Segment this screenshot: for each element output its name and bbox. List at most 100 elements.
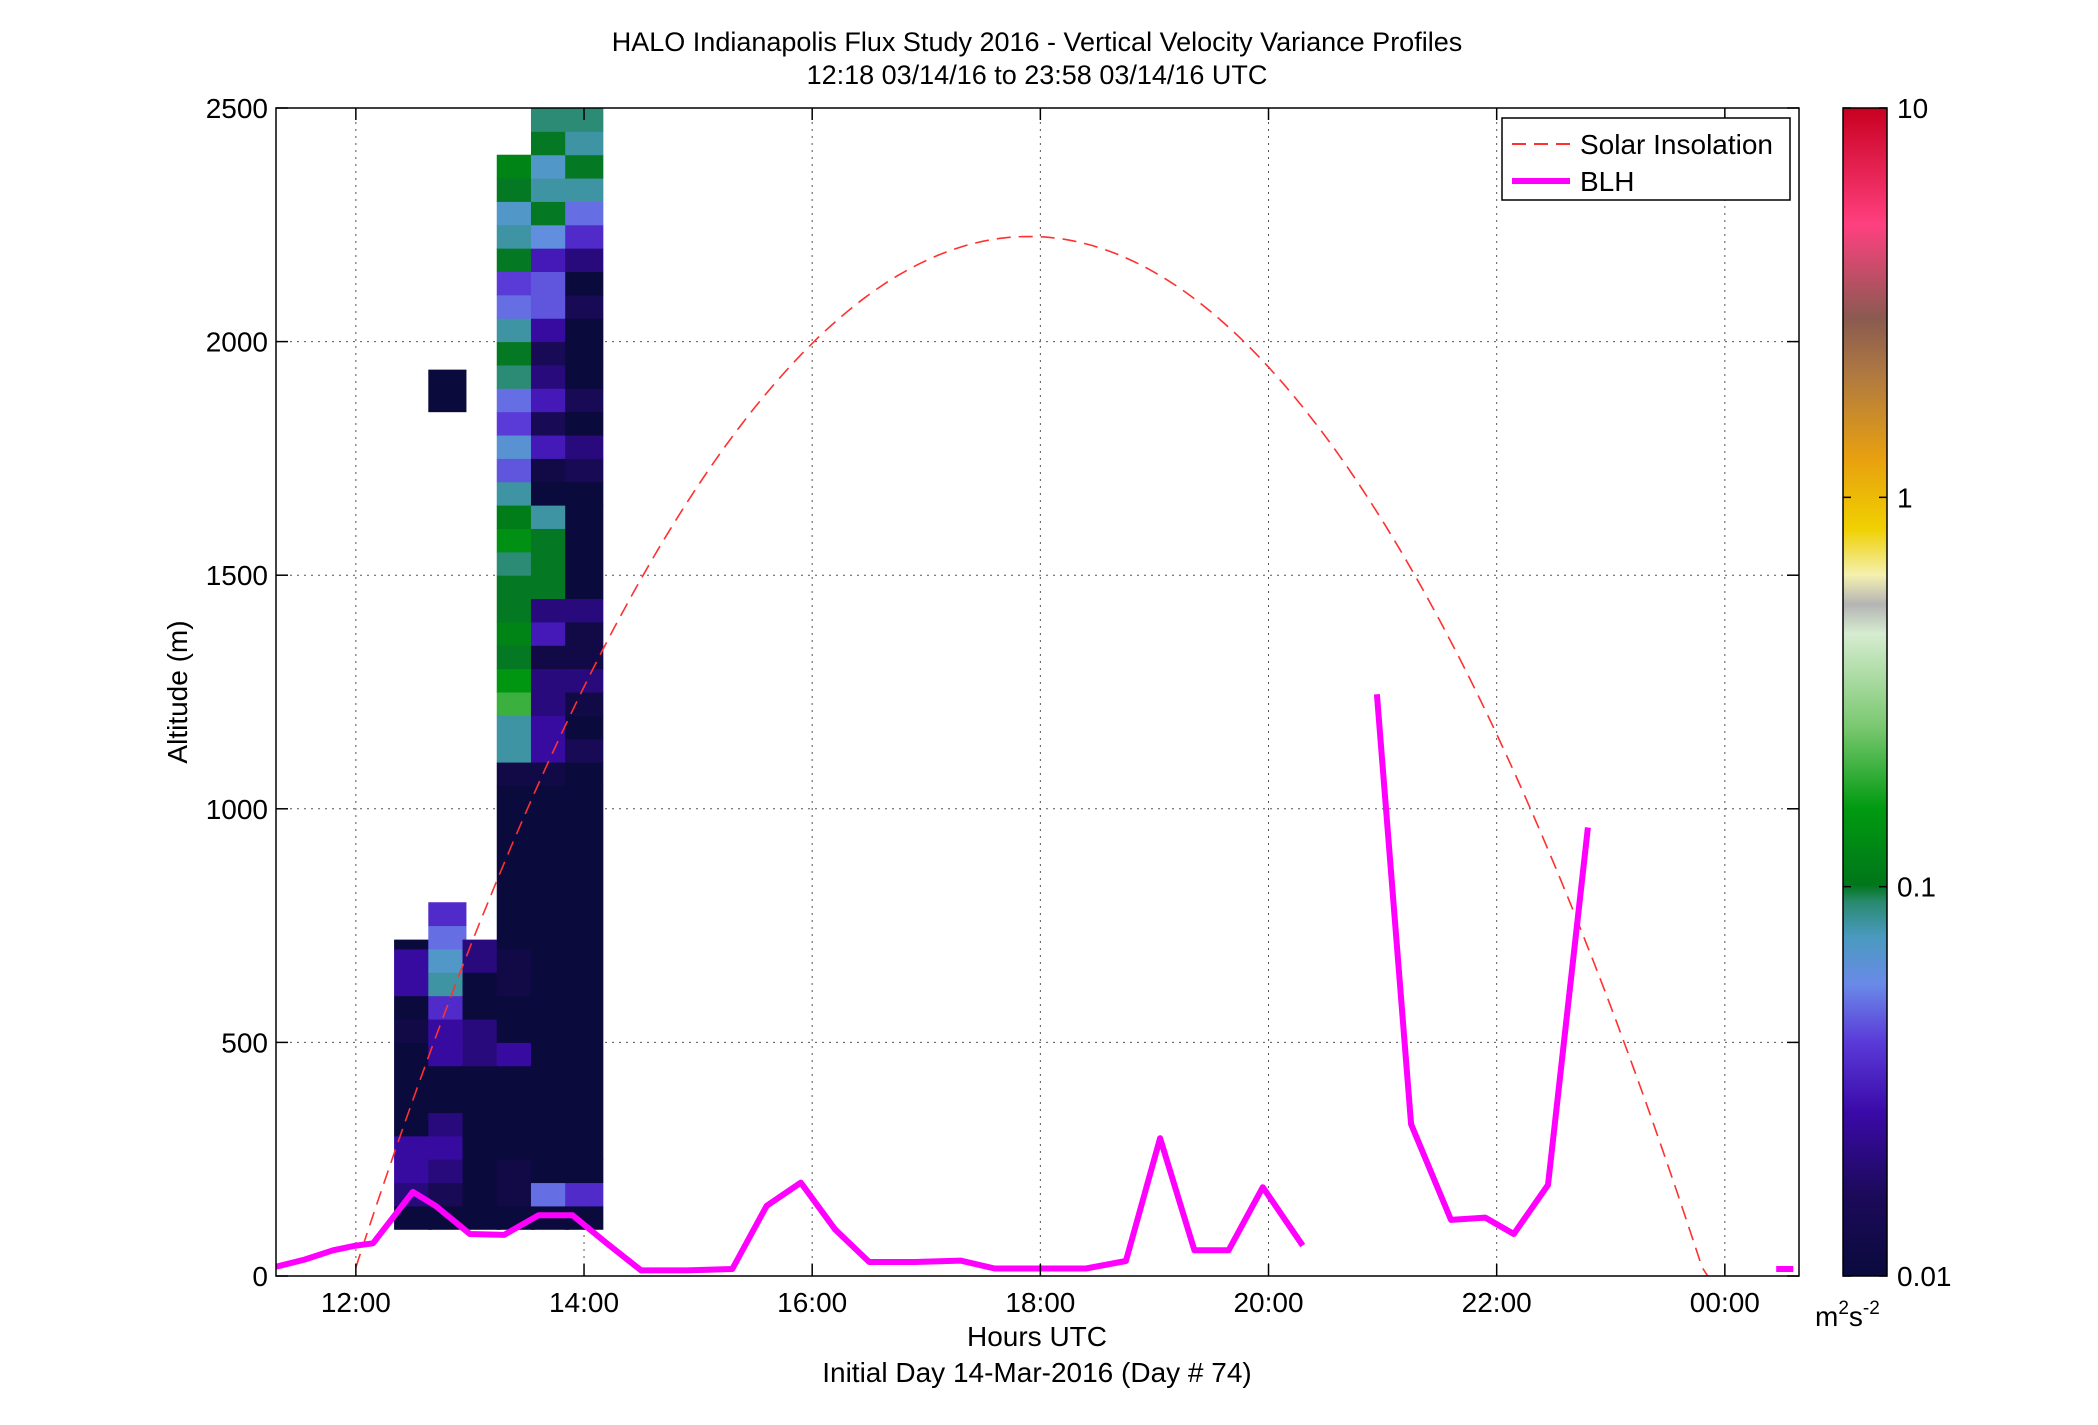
x-tick-label: 16:00	[777, 1287, 847, 1318]
heatmap-cell	[565, 364, 604, 389]
heatmap-cell	[565, 1159, 604, 1184]
heatmap-cell	[530, 972, 570, 1020]
heatmap-cell	[496, 551, 535, 576]
heatmap-cell	[530, 621, 570, 646]
heatmap-cell	[496, 621, 535, 646]
heatmap-cell	[496, 458, 535, 483]
heatmap-cell	[428, 1159, 467, 1184]
heatmap-cell	[428, 1135, 467, 1160]
heatmap-cell	[565, 154, 604, 179]
heatmap-cell	[565, 341, 604, 366]
heatmap-cell	[530, 762, 570, 786]
heatmap-cell	[530, 294, 570, 319]
heatmap-cell	[394, 1159, 433, 1184]
heatmap-cell	[496, 201, 535, 226]
heatmap-cell	[428, 369, 467, 413]
heatmap-cell	[428, 948, 467, 973]
heatmap-cell	[394, 1205, 433, 1230]
heatmap-cell	[496, 224, 535, 249]
heatmap-cell	[565, 481, 604, 506]
heatmap-cell	[428, 1042, 467, 1067]
heatmap-cell	[565, 715, 604, 740]
heatmap-cell	[428, 1065, 467, 1113]
heatmap-cell	[462, 1065, 501, 1113]
x-tick-label: 18:00	[1005, 1287, 1075, 1318]
x-tick-label: 14:00	[549, 1287, 619, 1318]
heatmap-cell	[496, 435, 535, 459]
heatmap-cell	[565, 738, 604, 763]
heatmap-cell	[462, 939, 501, 973]
heatmap-cell	[565, 692, 604, 716]
heatmap-cell	[496, 505, 535, 529]
heatmap-cell	[530, 411, 570, 436]
heatmap-cell	[428, 972, 467, 997]
heatmap-cell	[565, 248, 604, 273]
y-axis-ticks: 0 500 1000 1500 2000 2500	[206, 93, 1799, 1292]
heatmap-cell	[428, 925, 467, 950]
x-tick-label: 00:00	[1690, 1287, 1760, 1318]
heatmap-cell	[496, 388, 535, 413]
legend-box	[1501, 117, 1791, 201]
y-tick-label: 2500	[206, 93, 268, 124]
y-tick-label: 500	[221, 1027, 268, 1058]
heatmap-cell	[565, 178, 604, 202]
heatmap-cell	[565, 435, 604, 459]
heatmap-cell	[565, 271, 604, 296]
heatmap-cell	[530, 1159, 570, 1184]
heatmap-cell	[530, 505, 570, 529]
heatmap-cell	[394, 939, 433, 950]
heatmap-cell	[496, 762, 535, 786]
heatmap-cell	[530, 645, 570, 670]
legend-label-blh: BLH	[1580, 166, 1634, 197]
colorbar: 0.01 0.1 1 10 m2s-2	[1815, 93, 1952, 1332]
colorbar-tick-label: 0.1	[1897, 872, 1936, 903]
solar-insolation-line	[355, 235, 1709, 1276]
heatmap-cell	[530, 668, 570, 716]
y-tick-label: 0	[252, 1261, 268, 1292]
heatmap-cell	[530, 528, 570, 576]
colorbar-ticks: 0.01 0.1 1 10	[1843, 93, 1952, 1292]
heatmap-cell	[462, 1205, 501, 1230]
x-tick-label: 12:00	[321, 1287, 391, 1318]
heatmap-cell	[496, 294, 535, 319]
heatmap-cell	[530, 575, 570, 600]
y-axis-label: Altitude (m)	[162, 620, 193, 763]
heatmap-cell	[530, 318, 570, 343]
heatmap-cell	[565, 1205, 604, 1230]
heatmap-cell	[530, 1182, 570, 1207]
heatmap-cell	[496, 481, 535, 506]
plot-frame	[275, 107, 1800, 1277]
heatmap-cell	[394, 1019, 433, 1043]
y-tick-label: 1500	[206, 560, 268, 591]
heatmap-cell	[462, 1112, 501, 1160]
heatmap-cell	[530, 154, 570, 179]
heatmap-cell	[565, 318, 604, 343]
heatmap-cell	[496, 341, 535, 366]
heatmap-cell	[496, 645, 535, 670]
heatmap-cell	[394, 1042, 433, 1137]
heatmap-cell	[530, 364, 570, 389]
heatmap-cell	[565, 388, 604, 413]
colorbar-tick-label: 0.01	[1897, 1261, 1952, 1292]
heatmap-cell	[428, 1019, 467, 1043]
heatmap-cell	[496, 528, 535, 553]
x-tick-label: 22:00	[1462, 1287, 1532, 1318]
blh-line	[1373, 694, 1591, 1237]
heatmap-cell	[496, 271, 535, 296]
heatmap-cell	[530, 201, 570, 226]
heatmap-cell	[565, 645, 604, 670]
heatmap-cell	[565, 621, 604, 646]
chart-title: HALO Indianapolis Flux Study 2016 - Vert…	[612, 27, 1462, 57]
x-axis-ticks: 12:00 14:00 16:00 18:00 20:00 22:00 00:00	[321, 108, 1760, 1318]
colorbar-scale	[1842, 107, 1888, 1277]
heatmap-cell	[565, 294, 604, 319]
heatmap-cell	[565, 458, 604, 483]
heatmap-cell	[530, 458, 570, 483]
x-axis-label: Hours UTC	[967, 1321, 1107, 1352]
heatmap-cell	[394, 1135, 433, 1160]
line-series	[276, 235, 1794, 1276]
heatmap-cell	[496, 948, 535, 997]
heatmap-cell	[565, 505, 604, 600]
heatmap-cell	[496, 411, 535, 436]
